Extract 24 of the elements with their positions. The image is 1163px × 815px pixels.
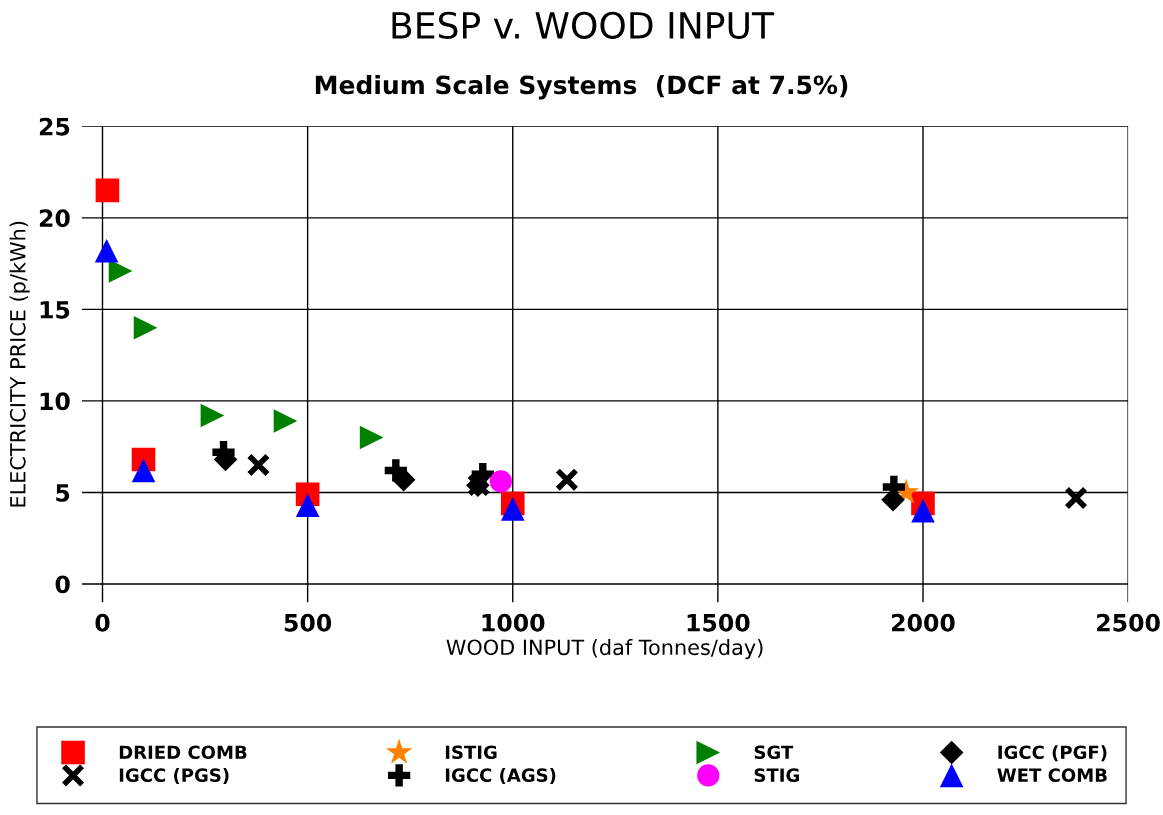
legend-label: ISTIG (445, 745, 497, 760)
chart-subtitle: Medium Scale Systems (DCF at 7.5%) (315, 75, 848, 100)
legend-label: IGCC (PGS) (119, 768, 229, 785)
y-tick-label: 25 (39, 117, 70, 136)
y-tick-label: 10 (40, 392, 70, 411)
x-tick-label: 500 (284, 613, 332, 632)
legend-label: STIG (754, 768, 799, 782)
legend-label: WET COMB (997, 768, 1107, 782)
y-tick-label: 0 (55, 575, 70, 594)
y-tick-label: 5 (56, 484, 70, 502)
x-tick-label: 2000 (892, 613, 955, 632)
y-tick-label: 15 (40, 301, 70, 319)
x-tick-label: 2500 (1097, 613, 1160, 632)
y-tick-label: 20 (39, 209, 70, 228)
legend-label: DRIED COMB (119, 745, 247, 760)
x-tick-label: 1500 (687, 613, 750, 632)
x-tick-label: 1000 (482, 613, 545, 632)
legend-label: IGCC (PGF) (998, 745, 1107, 762)
x-axis-title: WOOD INPUT (daf Tonnes/day) (446, 639, 763, 660)
y-axis-title: ELECTRICITY PRICE (p/kWh) (9, 221, 30, 507)
legend-label: IGCC (AGS) (445, 768, 556, 785)
x-tick-label: 0 (95, 613, 110, 632)
chart-title: BESP v. WOOD INPUT (392, 11, 775, 39)
legend-label: SGT (754, 745, 794, 760)
